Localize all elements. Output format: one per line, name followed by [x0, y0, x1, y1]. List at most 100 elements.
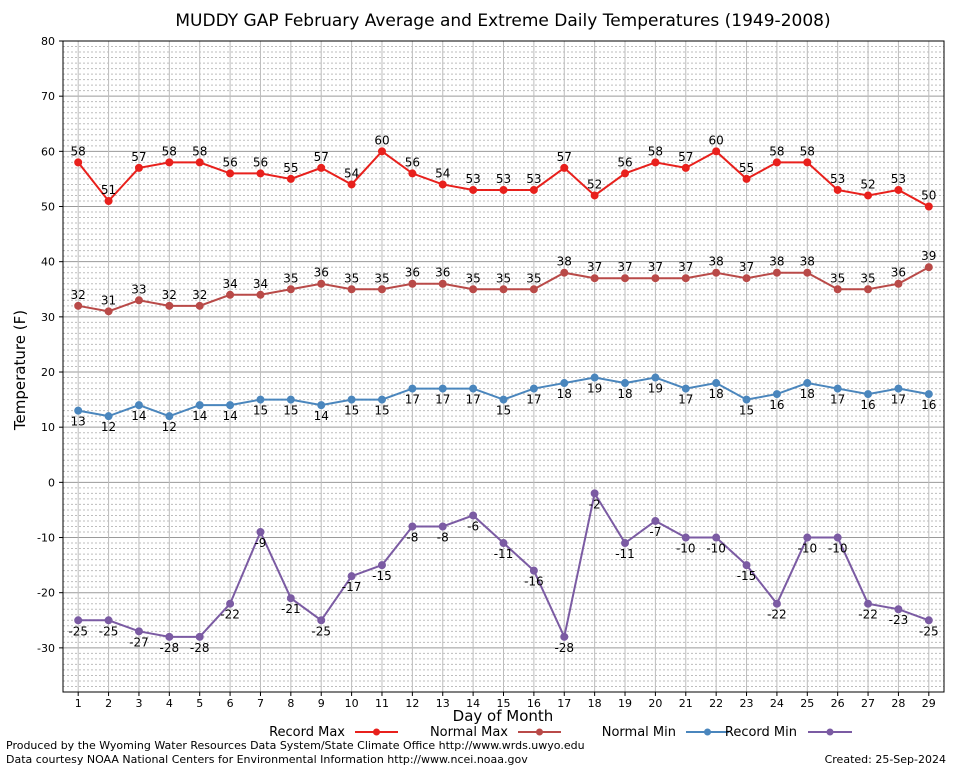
data-label: 14	[192, 409, 207, 423]
data-label: 58	[800, 144, 815, 158]
data-label: 19	[648, 382, 663, 396]
data-point	[104, 412, 113, 421]
series-layer: 58 51 57 58 58 56 56 55 57 54 60 56 54 53 53 53 57 52 56 58…	[68, 133, 938, 654]
legend-label: Normal Max	[430, 725, 508, 740]
legend-marker	[704, 728, 711, 736]
data-label: 34	[253, 277, 268, 291]
data-label: 58	[71, 144, 86, 158]
data-point	[864, 285, 873, 294]
data-point	[590, 191, 599, 200]
x-tick-label: 19	[618, 697, 632, 710]
data-label: 14	[131, 409, 146, 423]
data-label: 17	[465, 393, 480, 407]
data-point	[499, 285, 508, 294]
data-point	[833, 384, 842, 393]
x-tick-label: 17	[557, 697, 571, 710]
data-label: 37	[739, 260, 754, 274]
data-label: -25	[99, 624, 119, 638]
data-point	[742, 395, 751, 404]
data-point	[924, 616, 933, 625]
legend-label: Record Max	[269, 725, 345, 740]
x-tick-label: 2	[105, 697, 112, 710]
data-point	[924, 202, 933, 211]
data-point	[438, 522, 447, 531]
data-point	[226, 169, 235, 178]
data-point	[469, 185, 478, 194]
data-label: -10	[676, 542, 696, 556]
data-point	[165, 632, 174, 641]
legend-marker	[373, 728, 380, 736]
data-label: 38	[709, 255, 724, 269]
data-point	[104, 307, 113, 316]
data-point	[560, 268, 569, 277]
data-label: 53	[891, 172, 906, 186]
data-label: -28	[160, 641, 180, 655]
data-label: -6	[467, 519, 479, 533]
data-label: 35	[496, 271, 511, 285]
data-label: 35	[860, 271, 875, 285]
data-label: -10	[797, 542, 817, 556]
data-point	[499, 539, 508, 548]
data-point	[864, 191, 873, 200]
data-point	[681, 274, 690, 283]
x-tick-label: 25	[800, 697, 814, 710]
data-label: 35	[283, 271, 298, 285]
data-label: 38	[557, 255, 572, 269]
data-label: 15	[739, 404, 754, 418]
chart-title: MUDDY GAP February Average and Extreme D…	[175, 11, 830, 31]
data-label: 56	[253, 155, 268, 169]
data-point	[803, 158, 812, 167]
legend-item-normal-max: Normal Max	[430, 725, 561, 740]
data-point	[256, 528, 265, 537]
x-tick-label: 8	[287, 697, 294, 710]
data-label: 15	[374, 404, 389, 418]
data-label: 56	[617, 155, 632, 169]
data-point	[74, 301, 83, 310]
x-tick-label: 20	[648, 697, 662, 710]
data-point	[256, 169, 265, 178]
data-point	[286, 285, 295, 294]
data-point	[226, 599, 235, 608]
x-tick-label: 1	[75, 697, 82, 710]
legend-marker	[536, 728, 543, 736]
data-label: 18	[557, 387, 572, 401]
data-point	[134, 401, 143, 410]
x-tick-label: 13	[436, 697, 450, 710]
data-label: 36	[405, 266, 420, 280]
data-label: -25	[919, 624, 939, 638]
data-point	[803, 533, 812, 542]
data-point	[894, 605, 903, 614]
data-label: 15	[496, 404, 511, 418]
data-label: 35	[465, 271, 480, 285]
data-point	[681, 384, 690, 393]
legend-marker	[826, 728, 834, 736]
data-label: 13	[71, 415, 86, 429]
data-point	[347, 572, 356, 581]
data-point	[621, 169, 630, 178]
data-point	[499, 185, 508, 194]
data-label: -11	[494, 547, 514, 561]
x-tick-label: 28	[891, 697, 905, 710]
data-point	[529, 384, 538, 393]
data-label: 52	[860, 177, 875, 191]
x-tick-label: 3	[135, 697, 142, 710]
data-label: 18	[709, 387, 724, 401]
data-label: 53	[830, 172, 845, 186]
legend-item-normal-min: Normal Min	[602, 725, 729, 740]
data-label: -23	[889, 613, 909, 627]
data-label: 54	[344, 166, 359, 180]
data-point	[317, 401, 326, 410]
data-point	[924, 263, 933, 272]
data-label: 17	[830, 393, 845, 407]
data-point	[408, 279, 417, 288]
data-point	[742, 561, 751, 570]
data-point	[286, 594, 295, 603]
data-point	[651, 274, 660, 283]
data-label: 38	[800, 255, 815, 269]
data-label: 57	[557, 150, 572, 164]
y-tick-label: 10	[41, 421, 55, 434]
data-label: -28	[190, 641, 210, 655]
data-label: -25	[68, 624, 88, 638]
data-point	[256, 290, 265, 299]
x-tick-label: 18	[588, 697, 602, 710]
